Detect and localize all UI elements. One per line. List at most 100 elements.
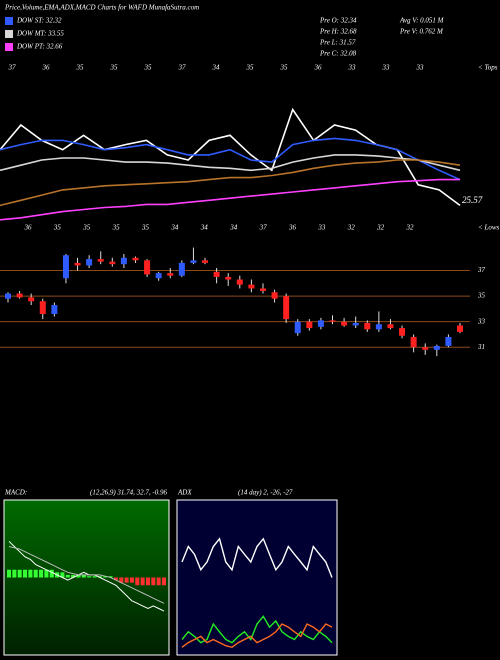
candle-body xyxy=(155,273,162,279)
candle-body xyxy=(445,337,452,346)
histogram-bar xyxy=(135,577,140,586)
histogram-bar xyxy=(119,577,124,583)
top-value: 35 xyxy=(76,64,85,72)
macd-title: MACD: xyxy=(4,489,27,497)
candle-body xyxy=(259,288,266,291)
histogram-bar xyxy=(49,569,54,578)
legend-swatch xyxy=(5,43,13,51)
candle-body xyxy=(5,293,11,299)
low-value: 32 xyxy=(347,224,356,232)
top-value: 35 xyxy=(280,64,289,72)
candle-body xyxy=(306,321,313,329)
histogram-bar xyxy=(7,569,11,578)
candle-body xyxy=(97,259,104,262)
candle-body xyxy=(410,337,417,348)
low-value: 36 xyxy=(24,224,33,232)
histogram-bar xyxy=(28,569,33,578)
low-value: 35 xyxy=(53,224,62,232)
candle-body xyxy=(352,322,359,326)
candle-body xyxy=(202,260,209,263)
histogram-bar xyxy=(113,577,118,581)
low-value: 32 xyxy=(406,224,415,232)
candle-body xyxy=(341,321,348,326)
candle-body xyxy=(433,345,440,350)
candle-body xyxy=(120,257,127,265)
low-value: 34 xyxy=(170,224,179,232)
histogram-bar xyxy=(23,569,28,578)
stat-label: Pre O: 32.34 xyxy=(319,17,357,25)
candle-body xyxy=(283,296,290,320)
series-line xyxy=(8,546,165,604)
adx-panel xyxy=(176,499,338,656)
candle-body xyxy=(62,255,69,279)
tops-label: < Tops xyxy=(478,64,498,72)
candle-body xyxy=(109,261,116,265)
candle-body xyxy=(225,276,232,280)
series-line xyxy=(0,159,461,207)
histogram-bar xyxy=(65,574,70,578)
series-line xyxy=(0,137,461,181)
series-line xyxy=(181,623,333,649)
candle-body xyxy=(248,284,255,289)
histogram-bar xyxy=(97,576,102,578)
candle-body xyxy=(167,273,174,276)
end-label: 25.57 xyxy=(462,195,483,205)
stat-label: Pre V: 0.762 M xyxy=(399,28,444,36)
top-value: 37 xyxy=(178,64,187,72)
stat-label: Avg V: 0.051 M xyxy=(399,17,445,25)
top-value: 35 xyxy=(110,64,119,72)
macd-params: (12,26,9) 31.74, 32.7, -0.96 xyxy=(90,489,167,497)
histogram-bar xyxy=(76,574,81,578)
low-value: 32 xyxy=(376,224,385,232)
candle-body xyxy=(190,260,197,263)
candle-body xyxy=(317,320,324,327)
legend-label: DOW ST: 32.32 xyxy=(16,17,62,25)
histogram-bar xyxy=(124,577,129,583)
low-value: 34 xyxy=(229,224,238,232)
series-line xyxy=(8,540,165,612)
top-value: 33 xyxy=(382,64,391,72)
low-value: 37 xyxy=(259,224,268,232)
y-tick-label: 31 xyxy=(477,343,485,351)
candle-body xyxy=(39,301,46,314)
candle-body xyxy=(457,325,463,332)
y-tick-label: 35 xyxy=(477,292,486,300)
candle-body xyxy=(74,262,81,266)
low-value: 35 xyxy=(112,224,121,232)
histogram-bar xyxy=(140,577,145,586)
top-value: 36 xyxy=(314,64,323,72)
low-value: 33 xyxy=(317,224,326,232)
candle-body xyxy=(213,271,220,277)
histogram-bar xyxy=(44,569,49,578)
series-line xyxy=(181,615,333,644)
histogram-bar xyxy=(33,569,38,578)
candle-body xyxy=(28,297,35,302)
top-value: 33 xyxy=(416,64,425,72)
candle-body xyxy=(387,324,394,329)
y-tick-label: 37 xyxy=(477,266,486,274)
histogram-bar xyxy=(81,574,86,578)
histogram-bar xyxy=(108,576,113,578)
page-title: Price,Volume,EMA,ADX,MACD Charts for WAF… xyxy=(4,4,199,12)
series-line xyxy=(0,178,460,221)
candle-body xyxy=(294,321,301,334)
histogram-bar xyxy=(92,576,97,578)
top-value: 35 xyxy=(246,64,255,72)
histogram-bar xyxy=(71,574,76,578)
histogram-bar xyxy=(39,569,44,578)
candle-body xyxy=(422,347,429,350)
low-value: 36 xyxy=(288,224,297,232)
low-value: 35 xyxy=(141,224,150,232)
candle-body xyxy=(144,260,151,275)
low-value: 34 xyxy=(200,224,209,232)
legend-label: DOW MT: 33.55 xyxy=(16,30,64,38)
candle-body xyxy=(178,262,185,276)
y-tick-label: 33 xyxy=(477,317,486,325)
candle-body xyxy=(86,259,93,266)
low-value: 35 xyxy=(82,224,91,232)
candle-body xyxy=(16,293,23,298)
top-value: 37 xyxy=(8,64,17,72)
candle-body xyxy=(132,257,139,261)
histogram-bar xyxy=(129,577,134,583)
